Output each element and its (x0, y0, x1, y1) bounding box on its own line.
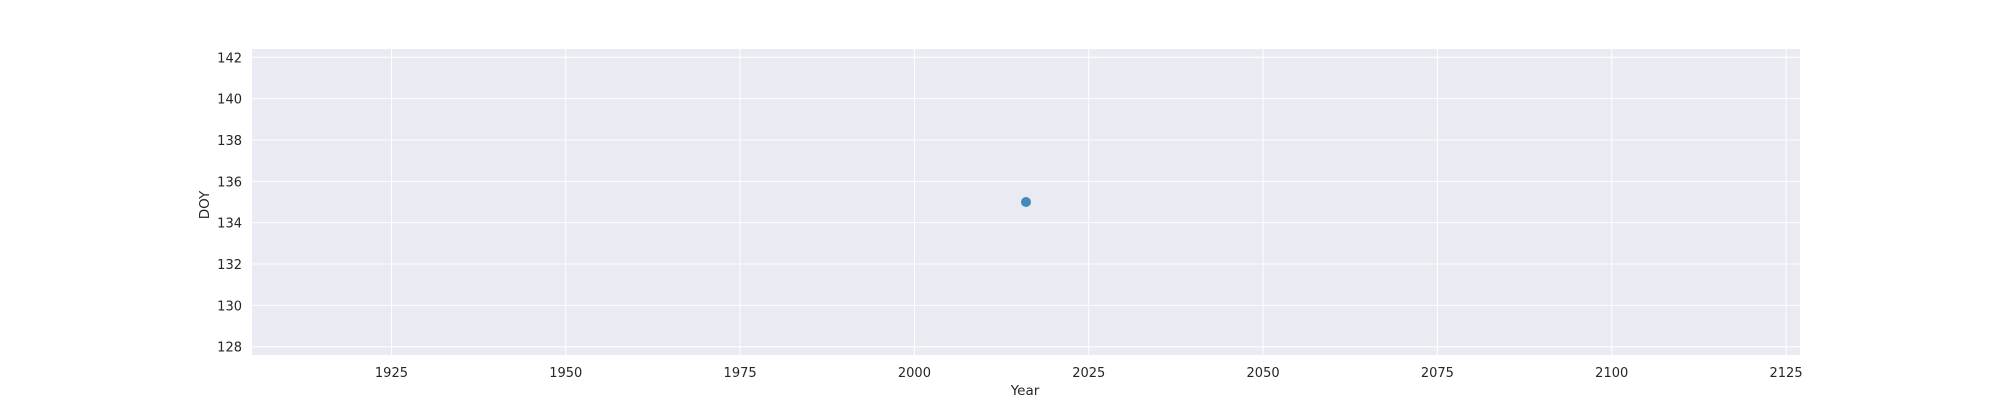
data-point (1021, 197, 1031, 207)
y-tick-label: 130 (217, 299, 242, 314)
x-axis-label: Year (1010, 383, 1040, 399)
grid-lines (252, 49, 1800, 355)
x-tick-label: 1925 (375, 366, 408, 381)
y-tick-label: 136 (217, 175, 242, 190)
x-tick-label: 2100 (1595, 366, 1628, 381)
data-points (1021, 197, 1031, 207)
x-tick-label: 2025 (1072, 366, 1105, 381)
y-axis-label: DOY (197, 190, 213, 219)
x-tick-label: 2050 (1247, 366, 1280, 381)
y-tick-label: 134 (217, 217, 242, 232)
x-tick-label: 1950 (549, 366, 582, 381)
y-tick-label: 138 (217, 134, 242, 149)
x-tick-label: 2000 (898, 366, 931, 381)
x-tick-label: 2125 (1770, 366, 1803, 381)
x-tick-label: 1975 (724, 366, 757, 381)
tick-labels: 1925 1950 1975 2000 2025 2050 2075 2100 2125 128 1… (217, 51, 1802, 381)
x-tick-label: 2075 (1421, 366, 1454, 381)
y-tick-label: 132 (217, 258, 242, 273)
y-tick-label: 128 (217, 341, 242, 356)
y-tick-label: 140 (217, 93, 242, 108)
y-tick-label: 142 (217, 51, 242, 66)
